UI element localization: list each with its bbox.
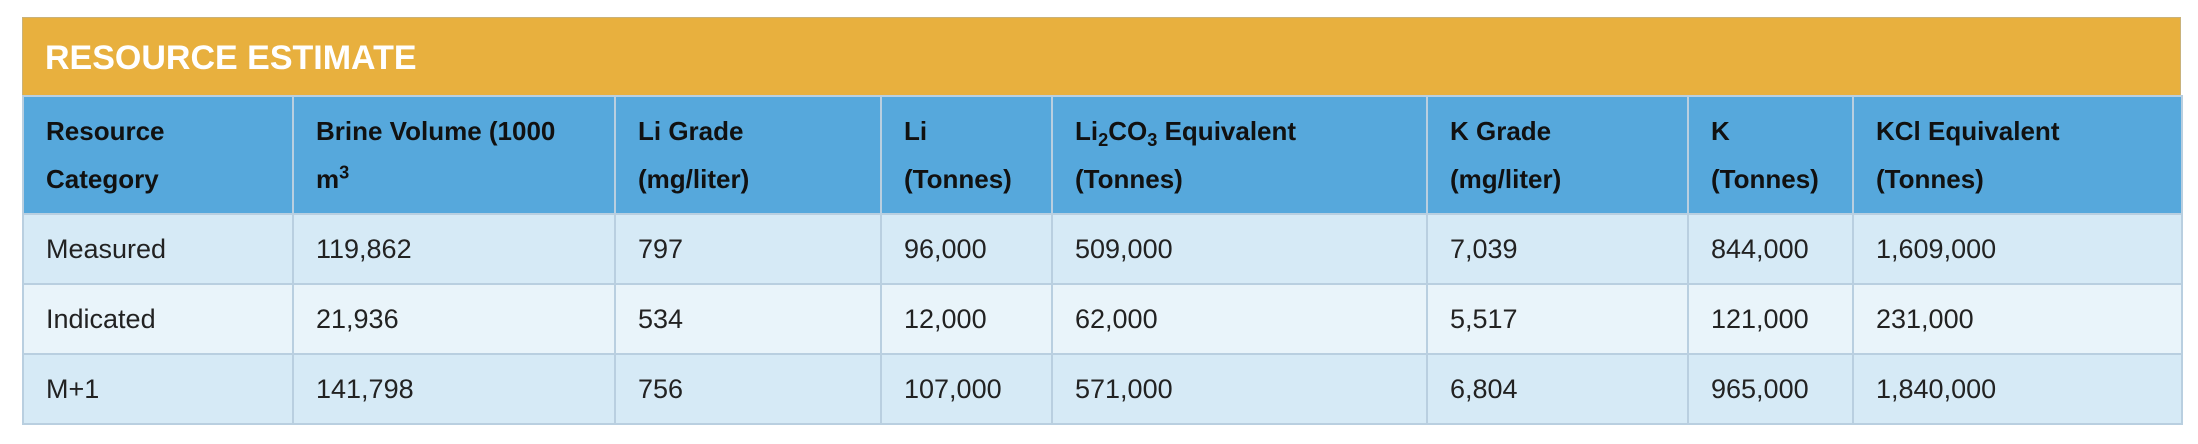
header-text: K Grade (mg/liter): [1450, 116, 1562, 194]
table-cell: 965,000: [1687, 353, 1854, 425]
table-row: Indicated 21,936 534 12,000 62,000 5,517 121,0…: [22, 283, 2183, 355]
table-cell: 62,000: [1051, 283, 1428, 355]
header-cell: Resource Category: [22, 95, 294, 215]
table-cell: 756: [614, 353, 882, 425]
resource-table-panel: RESOURCE ESTIMATE Resource Category Brin…: [22, 17, 2183, 425]
table-cell: 509,000: [1051, 213, 1428, 285]
header-subscript: 2: [1098, 130, 1109, 151]
table-cell: 119,862: [292, 213, 616, 285]
table-cell: Measured: [22, 213, 294, 285]
table-cell: 141,798: [292, 353, 616, 425]
table-title: RESOURCE ESTIMATE: [22, 17, 2181, 95]
header-subscript: 3: [1147, 130, 1158, 151]
header-text: CO: [1108, 116, 1148, 146]
header-cell: Li Grade (mg/liter): [614, 95, 882, 215]
header-superscript: 3: [339, 162, 350, 183]
header-text: Resource Category: [46, 116, 165, 194]
table-cell: 571,000: [1051, 353, 1428, 425]
header-cell: KCl Equivalent (Tonnes): [1852, 95, 2183, 215]
header-text: K (Tonnes): [1711, 116, 1819, 194]
table-cell: 231,000: [1852, 283, 2183, 355]
header-cell: Li2CO3 Equivalent (Tonnes): [1051, 95, 1428, 215]
table-cell: 12,000: [880, 283, 1053, 355]
table-cell: 121,000: [1687, 283, 1854, 355]
table-cell: 1,609,000: [1852, 213, 2183, 285]
header-text: Li: [1075, 116, 1099, 146]
table-row: M+1 141,798 756 107,000 571,000 6,804 965,000 1…: [22, 353, 2183, 425]
table-cell: 107,000: [880, 353, 1053, 425]
header-cell: K Grade (mg/liter): [1426, 95, 1689, 215]
table-cell: 96,000: [880, 213, 1053, 285]
table-cell: 1,840,000: [1852, 353, 2183, 425]
table-row: Measured 119,862 797 96,000 509,000 7,039 844,…: [22, 213, 2183, 285]
resource-table: Resource Category Brine Volume (1000 m3 …: [22, 95, 2183, 425]
table-cell: 5,517: [1426, 283, 1689, 355]
table-cell: 7,039: [1426, 213, 1689, 285]
table-cell: 534: [614, 283, 882, 355]
header-text: Equivalent (Tonnes): [1075, 116, 1304, 194]
header-cell: K (Tonnes): [1687, 95, 1854, 215]
header-text: Li Grade (mg/liter): [638, 116, 750, 194]
table-cell: 21,936: [292, 283, 616, 355]
header-cell: Li (Tonnes): [880, 95, 1053, 215]
table-cell: 844,000: [1687, 213, 1854, 285]
header-row: Resource Category Brine Volume (1000 m3 …: [22, 95, 2183, 215]
table-cell: Indicated: [22, 283, 294, 355]
table-cell: M+1: [22, 353, 294, 425]
table-cell: 6,804: [1426, 353, 1689, 425]
header-text: Brine Volume (1000 m: [316, 116, 556, 194]
header-cell: Brine Volume (1000 m3: [292, 95, 616, 215]
table-cell: 797: [614, 213, 882, 285]
header-text: KCl Equivalent (Tonnes): [1876, 116, 2060, 194]
table-body: Measured 119,862 797 96,000 509,000 7,039 844,…: [22, 213, 2183, 425]
header-text: Li (Tonnes): [904, 116, 1012, 194]
